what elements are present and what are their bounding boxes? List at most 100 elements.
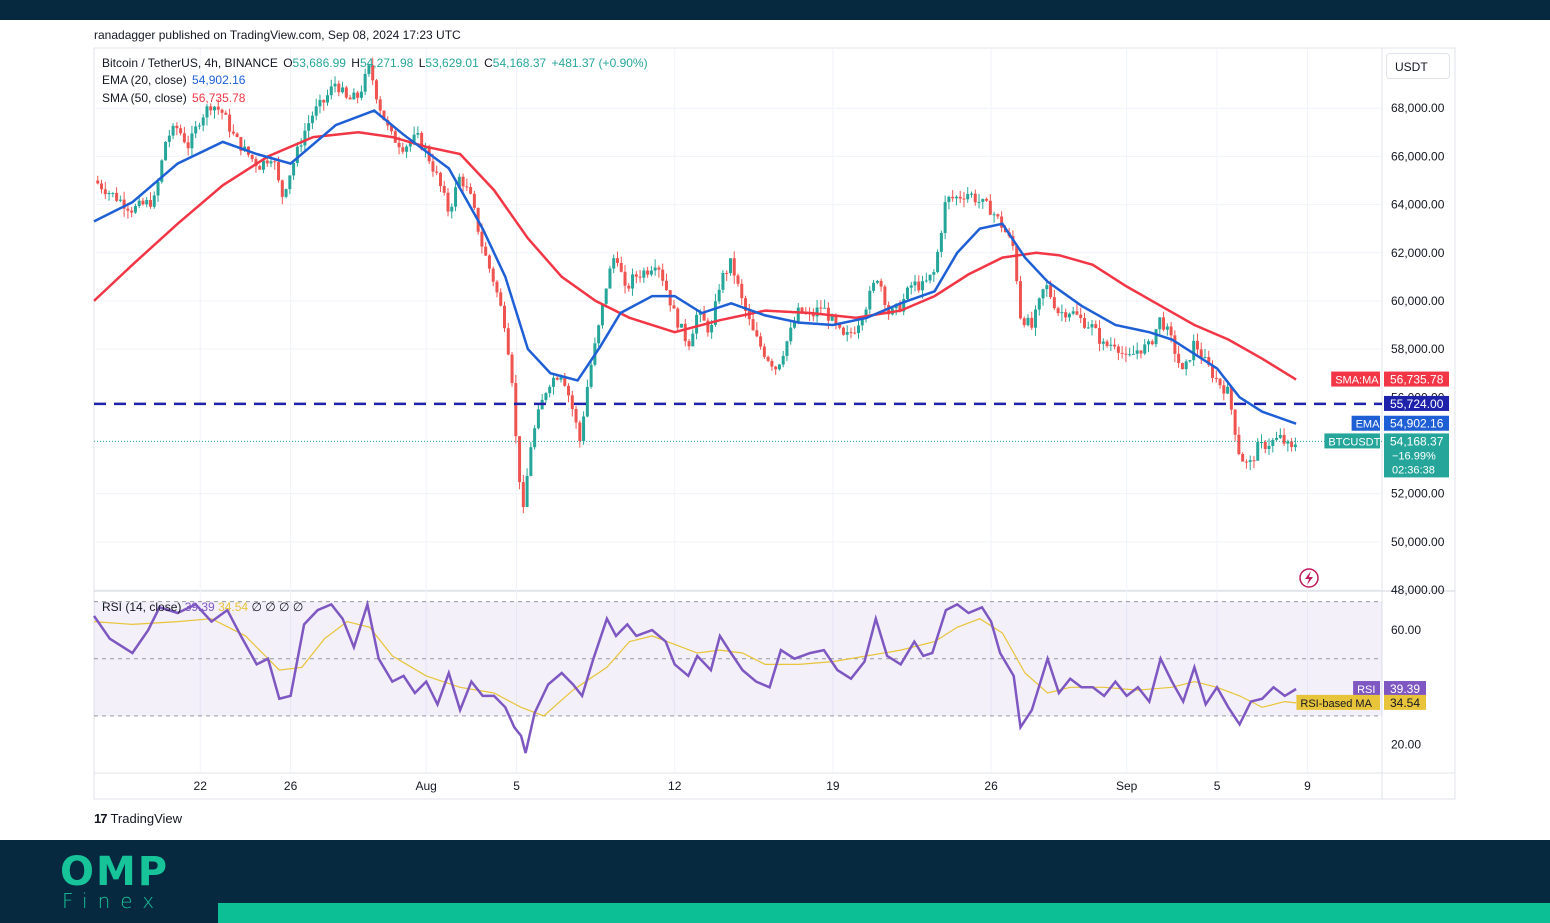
candle-body	[438, 172, 442, 187]
candle-body	[548, 386, 552, 394]
candle-body	[1241, 454, 1245, 462]
candle-body	[107, 193, 111, 195]
candle-body	[1022, 318, 1026, 326]
candle-body	[1052, 297, 1056, 309]
price-tag-label: EMA	[1356, 419, 1381, 431]
candle-body	[254, 158, 258, 167]
candle-body	[472, 193, 476, 208]
candle-body	[503, 305, 507, 329]
candle-body	[555, 377, 559, 380]
candle-body	[1211, 365, 1215, 378]
candle-body	[928, 274, 932, 281]
chart-canvas[interactable]: RSI (14, close) 39.39 34.54 ∅ ∅ ∅ ∅ 68,0…	[0, 0, 1550, 840]
candle-body	[197, 125, 201, 127]
candle-body	[992, 214, 996, 216]
candle-body	[1037, 298, 1041, 310]
rsi-legend-value: 39.39	[185, 600, 218, 614]
price-tag-box	[1331, 371, 1380, 387]
candle-body	[239, 137, 243, 151]
rsi-legend-empty: ∅	[265, 600, 279, 614]
x-tick-label: 5	[1214, 779, 1221, 793]
candle-body	[182, 133, 186, 143]
candle-body	[649, 270, 653, 275]
brand-green-bar	[218, 903, 1550, 923]
candle-body	[126, 208, 130, 211]
candle-body	[646, 270, 650, 275]
candle-body	[103, 189, 107, 195]
candle-body	[133, 206, 137, 213]
candle-body	[1067, 313, 1071, 318]
candle-body	[382, 110, 386, 121]
x-tick-label: Sep	[1116, 779, 1138, 793]
candle-body	[1162, 317, 1166, 330]
brand-logo-omp: OMP	[60, 849, 170, 895]
candle-body	[1169, 326, 1173, 336]
candle-body	[996, 214, 1000, 217]
candle-body	[544, 393, 548, 400]
candle-body	[1109, 344, 1113, 346]
candle-body	[1267, 445, 1271, 449]
candle-body	[1139, 350, 1143, 354]
price-tag-box	[1324, 433, 1380, 449]
candle-body	[280, 180, 284, 197]
candle-body	[1116, 346, 1120, 353]
candle-body	[1180, 362, 1184, 370]
rsi-legend-empty: ∅	[293, 600, 303, 614]
candle-body	[1271, 439, 1275, 446]
y-tick-label: 68,000.00	[1391, 101, 1445, 115]
candle-body	[849, 332, 853, 334]
candle-body	[932, 272, 936, 275]
candle-body	[167, 135, 171, 142]
candle-body	[269, 161, 273, 164]
candle-body	[668, 290, 672, 306]
candle-body	[1259, 441, 1263, 443]
candle-body	[939, 233, 943, 252]
rsi-ma-line	[93, 618, 1297, 717]
x-tick-label: 26	[984, 779, 998, 793]
candle-body	[728, 258, 732, 274]
candle-body	[186, 142, 190, 149]
price-label-box	[1384, 395, 1449, 411]
candle-body	[917, 281, 921, 291]
candle-body	[615, 258, 619, 263]
candle-body	[830, 315, 834, 321]
candle-body	[796, 307, 800, 323]
x-tick-label: 26	[284, 779, 298, 793]
candle-body	[1030, 317, 1034, 328]
candle-body	[356, 92, 360, 98]
candle-body	[800, 307, 804, 313]
candle-body	[412, 134, 416, 143]
candle-body	[265, 160, 269, 164]
rsi-line	[92, 599, 1297, 754]
candle-body	[1143, 344, 1147, 354]
candle-body	[792, 322, 796, 328]
candle-body	[751, 319, 755, 331]
candle-body	[487, 255, 491, 269]
candle-body	[921, 281, 925, 291]
candle-body	[962, 198, 966, 200]
candle-body	[152, 195, 156, 207]
candle-body	[1090, 324, 1094, 328]
candle-body	[951, 196, 955, 199]
close-value: 54,168.37	[492, 56, 547, 70]
candle-body	[405, 146, 409, 152]
candle-body	[213, 106, 217, 111]
candle-body	[1248, 460, 1252, 462]
candle-body	[431, 161, 435, 172]
candle-body	[551, 377, 555, 387]
rsi-axis-label-box	[1384, 681, 1426, 697]
candle-body	[841, 327, 845, 335]
low-label: L	[418, 56, 426, 70]
candle-body	[325, 95, 329, 103]
candle-body	[589, 364, 593, 387]
candle-body	[1041, 289, 1045, 299]
candle-body	[1237, 434, 1241, 455]
candle-body	[1079, 314, 1083, 319]
currency-button[interactable]: USDT	[1386, 53, 1450, 79]
candle-body	[770, 360, 774, 367]
candle-body	[604, 288, 608, 304]
candle-body	[1018, 281, 1022, 319]
candle-body	[352, 92, 356, 100]
candle-body	[1275, 437, 1279, 440]
candle-body	[499, 292, 503, 306]
